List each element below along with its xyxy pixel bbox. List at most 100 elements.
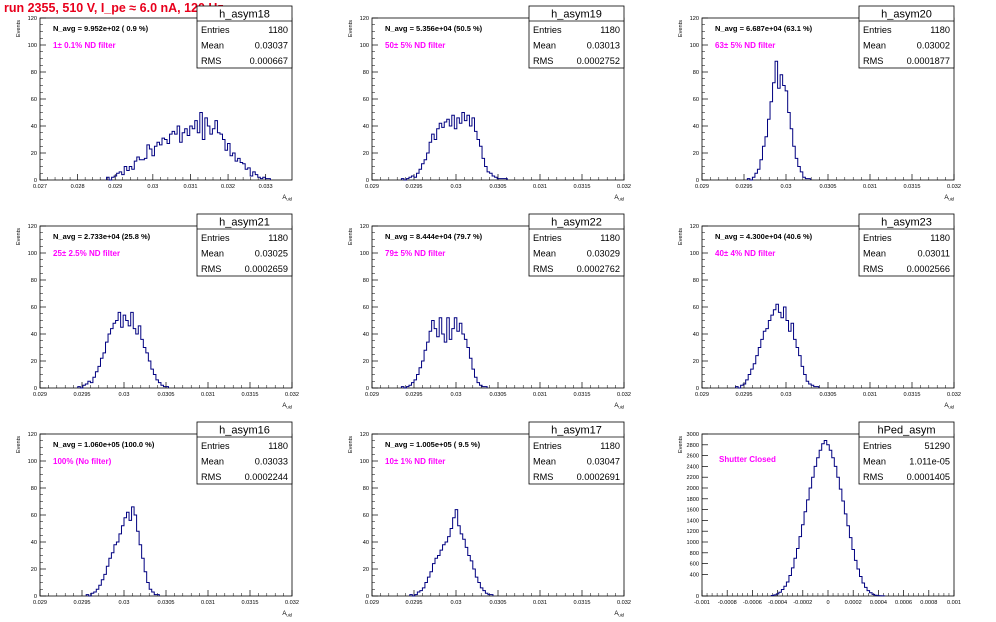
stats-box-frame — [858, 5, 955, 69]
x-tick-label: 0.0295 — [735, 392, 752, 398]
panel-h_asym23: 0 20 40 60 80 100 120 0.029 0.0295 0.03 0.0305 0.03… — [678, 213, 961, 410]
stats-value: 1180 — [600, 25, 620, 35]
n-avg-annotation: N_avg = 9.952e+02 ( 0.9 %) — [53, 24, 149, 33]
x-tick-label: 0 — [826, 600, 829, 606]
x-tick-label: 0.0305 — [157, 392, 174, 398]
stats-title: h_asym20 — [881, 9, 932, 21]
y-tick-label: 40 — [363, 332, 369, 338]
histogram-line — [400, 317, 488, 389]
y-tick-label: 0 — [34, 594, 37, 600]
y-tick-label: 600 — [690, 562, 699, 568]
y-tick-label: 100 — [28, 251, 37, 257]
stats-box-frame — [196, 213, 293, 277]
stats-title: h_asym21 — [219, 217, 270, 229]
y-tick-label: 20 — [363, 567, 369, 573]
x-tick-label: 0.0002 — [845, 600, 862, 606]
x-tick-label: 0.028 — [71, 184, 85, 190]
y-tick-label: 80 — [363, 486, 369, 492]
x-tick-label: 0.03 — [781, 392, 792, 398]
y-tick-label: 20 — [31, 359, 37, 365]
x-tick-label: 0.03 — [781, 184, 792, 190]
y-tick-label: 0 — [366, 178, 369, 184]
stats-value: 0.0001877 — [907, 56, 950, 66]
stats-label: Mean — [863, 41, 886, 51]
y-tick-label: 0 — [366, 594, 369, 600]
y-tick-label: 800 — [690, 551, 699, 557]
x-tick-label: 0.03 — [119, 600, 130, 606]
x-tick-label: 0.032 — [617, 184, 631, 190]
y-tick-label: 40 — [363, 124, 369, 130]
filter-note: 79± 5% ND filter — [385, 249, 445, 258]
stats-label: Entries — [201, 441, 230, 451]
stats-label: Mean — [201, 41, 224, 51]
stats-box-frame — [858, 213, 955, 277]
y-tick-label: 100 — [690, 251, 699, 257]
stats-value: 1180 — [268, 25, 288, 35]
y-tick-label: 20 — [363, 151, 369, 157]
y-tick-label: 0 — [696, 178, 699, 184]
stats-label: RMS — [863, 264, 883, 274]
x-tick-label: 0.031 — [533, 184, 547, 190]
x-tick-label: -0.0006 — [743, 600, 762, 606]
stats-value: 0.000667 — [250, 56, 288, 66]
x-tick-label: 0.032 — [285, 600, 299, 606]
y-axis-title: Events — [678, 228, 684, 245]
stats-label: Entries — [863, 25, 892, 35]
stats-value: 0.03029 — [587, 249, 620, 259]
y-tick-label: 100 — [360, 459, 369, 465]
stats-box: h_asym20 Entries 1180 Mean 0.03002 RMS 0.00018… — [858, 5, 955, 69]
x-axis-title: Auid — [282, 611, 292, 618]
x-axis-title: Auid — [614, 403, 624, 410]
x-tick-label: 0.0004 — [870, 600, 887, 606]
filter-note: Shutter Closed — [719, 455, 776, 464]
stats-value: 0.03025 — [255, 249, 288, 259]
histogram-line — [106, 112, 271, 181]
stats-label: Mean — [533, 41, 556, 51]
y-tick-label: 60 — [31, 305, 37, 311]
y-axis-title: Events — [348, 228, 354, 245]
stats-box-frame — [528, 421, 625, 485]
histogram-line — [409, 509, 494, 597]
stats-title: h_asym23 — [881, 217, 932, 229]
stats-title: hPed_asym — [877, 425, 935, 437]
stats-value: 1180 — [268, 233, 288, 243]
y-axis-title: Events — [16, 436, 22, 453]
x-tick-label: 0.0305 — [819, 184, 836, 190]
n-avg-annotation: N_avg = 8.444e+04 (79.7 %) — [385, 232, 483, 241]
x-tick-label: 0.03 — [451, 392, 462, 398]
x-tick-label: 0.029 — [33, 392, 47, 398]
y-tick-label: 2000 — [687, 486, 699, 492]
stats-label: RMS — [533, 264, 553, 274]
filter-note: 10± 1% ND filter — [385, 457, 445, 466]
y-tick-label: 120 — [28, 432, 37, 438]
stats-box: h_asym16 Entries 1180 Mean 0.03033 RMS 0.00022… — [196, 421, 293, 485]
y-tick-label: 20 — [363, 359, 369, 365]
y-axis-title: Events — [348, 20, 354, 37]
x-tick-label: 0.031 — [533, 600, 547, 606]
stats-value: 51290 — [924, 441, 950, 451]
y-tick-label: 60 — [693, 305, 699, 311]
n-avg-annotation: N_avg = 4.300e+04 (40.6 %) — [715, 232, 813, 241]
x-tick-label: 0.031 — [863, 392, 877, 398]
y-tick-label: 0 — [696, 594, 699, 600]
x-tick-label: 0.0315 — [573, 600, 590, 606]
stats-label: Entries — [201, 233, 230, 243]
stats-value: 0.0002659 — [245, 264, 288, 274]
stats-label: RMS — [863, 472, 883, 482]
stats-value: 0.0002762 — [577, 264, 620, 274]
y-tick-label: 100 — [360, 251, 369, 257]
filter-note: 1± 0.1% ND filter — [53, 41, 116, 50]
panel-h_asym22: 0 20 40 60 80 100 120 0.029 0.0295 0.03 0.0305 0.03… — [348, 213, 631, 410]
stats-box: h_asym22 Entries 1180 Mean 0.03029 RMS 0.00027… — [528, 213, 625, 277]
stats-label: RMS — [533, 56, 553, 66]
x-tick-label: 0.031 — [201, 600, 215, 606]
x-tick-label: 0.0295 — [405, 184, 422, 190]
x-tick-label: 0.0305 — [489, 184, 506, 190]
stats-value: 1.011e-05 — [909, 457, 950, 467]
y-tick-label: 120 — [28, 224, 37, 230]
y-tick-label: 0 — [366, 386, 369, 392]
x-tick-label: 0.032 — [617, 600, 631, 606]
y-tick-label: 80 — [693, 70, 699, 76]
x-tick-label: 0.031 — [863, 184, 877, 190]
